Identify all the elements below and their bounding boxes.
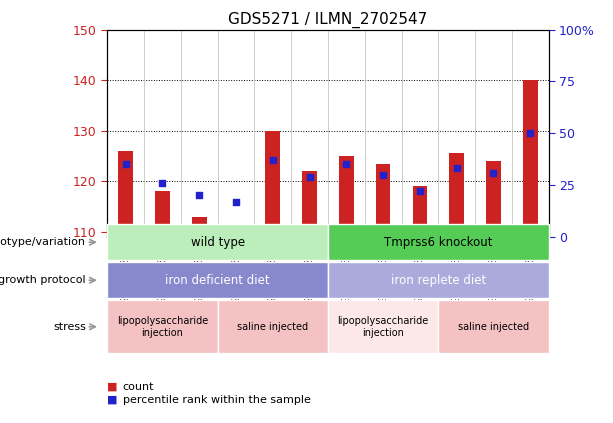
Point	[489, 169, 498, 176]
Text: stress: stress	[53, 322, 86, 332]
Bar	[449, 154, 464, 237]
Text: saline injected: saline injected	[237, 322, 308, 332]
Point	[415, 188, 425, 195]
Text: Tmprss6 knockout: Tmprss6 knockout	[384, 236, 492, 249]
Point	[158, 180, 167, 187]
Text: genotype/variation: genotype/variation	[0, 237, 86, 247]
Point	[305, 173, 314, 180]
Bar	[413, 186, 427, 237]
Point	[341, 161, 351, 168]
Bar	[265, 131, 280, 237]
Bar	[339, 156, 354, 237]
Point	[121, 161, 131, 168]
Text: lipopolysaccharide
injection: lipopolysaccharide injection	[338, 316, 428, 338]
Text: ■: ■	[107, 382, 118, 392]
Bar	[192, 217, 207, 237]
Point	[378, 171, 388, 178]
Bar	[155, 191, 170, 237]
Point	[452, 165, 462, 172]
Bar	[118, 151, 133, 237]
Bar	[486, 161, 501, 237]
Bar	[523, 80, 538, 237]
Point	[268, 157, 278, 164]
Bar	[302, 171, 317, 237]
Text: growth protocol: growth protocol	[0, 275, 86, 285]
Text: percentile rank within the sample: percentile rank within the sample	[123, 395, 310, 405]
Text: count: count	[123, 382, 154, 392]
Text: ■: ■	[107, 395, 118, 405]
Text: lipopolysaccharide
injection: lipopolysaccharide injection	[117, 316, 208, 338]
Text: iron replete diet: iron replete diet	[390, 274, 486, 287]
Point	[525, 130, 535, 137]
Text: wild type: wild type	[191, 236, 245, 249]
Title: GDS5271 / ILMN_2702547: GDS5271 / ILMN_2702547	[228, 12, 428, 28]
Bar	[229, 229, 243, 237]
Point	[231, 198, 241, 205]
Point	[194, 192, 204, 199]
Text: iron deficient diet: iron deficient diet	[166, 274, 270, 287]
Text: saline injected: saline injected	[458, 322, 529, 332]
Bar	[376, 164, 390, 237]
